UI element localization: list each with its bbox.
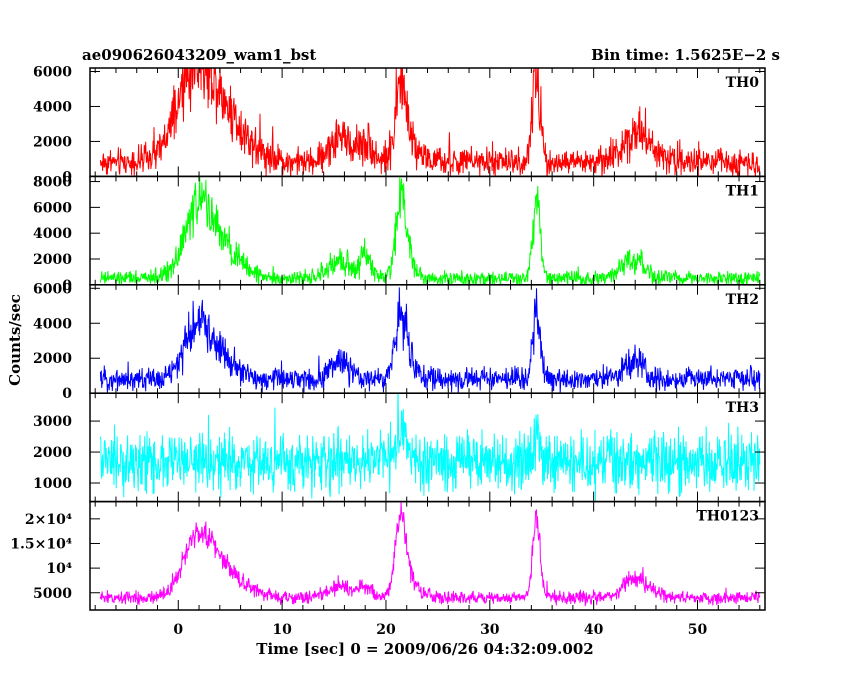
panel-name-label: TH2: [726, 292, 759, 308]
y-tick-label: 6000: [33, 64, 72, 80]
panel-frame: [89, 175, 766, 286]
x-tick-label: 50: [688, 622, 708, 638]
y-tick-label: 2000: [33, 351, 72, 367]
y-tick-label: 0: [62, 169, 72, 185]
y-tick-label: 4000: [33, 316, 72, 332]
y-tick-label: 3000: [33, 414, 72, 430]
y-tick-label: 6000: [33, 200, 72, 216]
y-tick-label: 2000: [33, 252, 72, 268]
y-tick-label: 2000: [33, 134, 72, 150]
y-tick-label: 6000: [33, 281, 72, 297]
y-tick-label: 2×10⁴: [25, 512, 72, 528]
y-tick-label: 4000: [33, 226, 72, 242]
series-line-th2: [99, 287, 761, 394]
series-line-th0: [99, 68, 761, 177]
y-tick-label: 1000: [33, 476, 72, 492]
x-tick-label: 10: [272, 622, 292, 638]
y-tick-label: 0: [62, 278, 72, 294]
panel-name-label: TH1: [726, 183, 759, 199]
x-axis-label: Time [sec] 0 = 2009/06/26 04:32:09.002: [256, 640, 593, 658]
y-tick-label: 10⁴: [46, 561, 72, 577]
x-tick-label: 40: [584, 622, 604, 638]
y-tick-label: 5000: [33, 586, 72, 602]
panels-group: 0200040006000TH002000400060008000TH10200…: [10, 64, 766, 638]
panel-name-label: TH0: [726, 75, 760, 91]
y-tick-label: 0: [62, 386, 72, 402]
y-tick-label: 4000: [33, 99, 72, 115]
series-line-th3: [99, 393, 761, 502]
x-tick-label: 20: [376, 622, 396, 638]
y-axis-label: Counts/sec: [6, 294, 24, 386]
x-tick-label: 0: [173, 622, 183, 638]
plot-title: ae090626043209_wam1_bst: [82, 46, 316, 64]
y-tick-label: 1.5×10⁴: [10, 536, 72, 552]
series-line-th0123: [99, 501, 761, 607]
series-line-th1: [99, 176, 761, 285]
y-tick-label: 2000: [33, 445, 72, 461]
y-tick-label: 8000: [33, 175, 72, 191]
bin-time-label: Bin time: 1.5625E−2 s: [591, 46, 780, 64]
panel-name-label: TH3: [726, 400, 759, 416]
x-tick-label: 30: [480, 622, 500, 638]
panel-name-label: TH0123: [696, 509, 759, 525]
